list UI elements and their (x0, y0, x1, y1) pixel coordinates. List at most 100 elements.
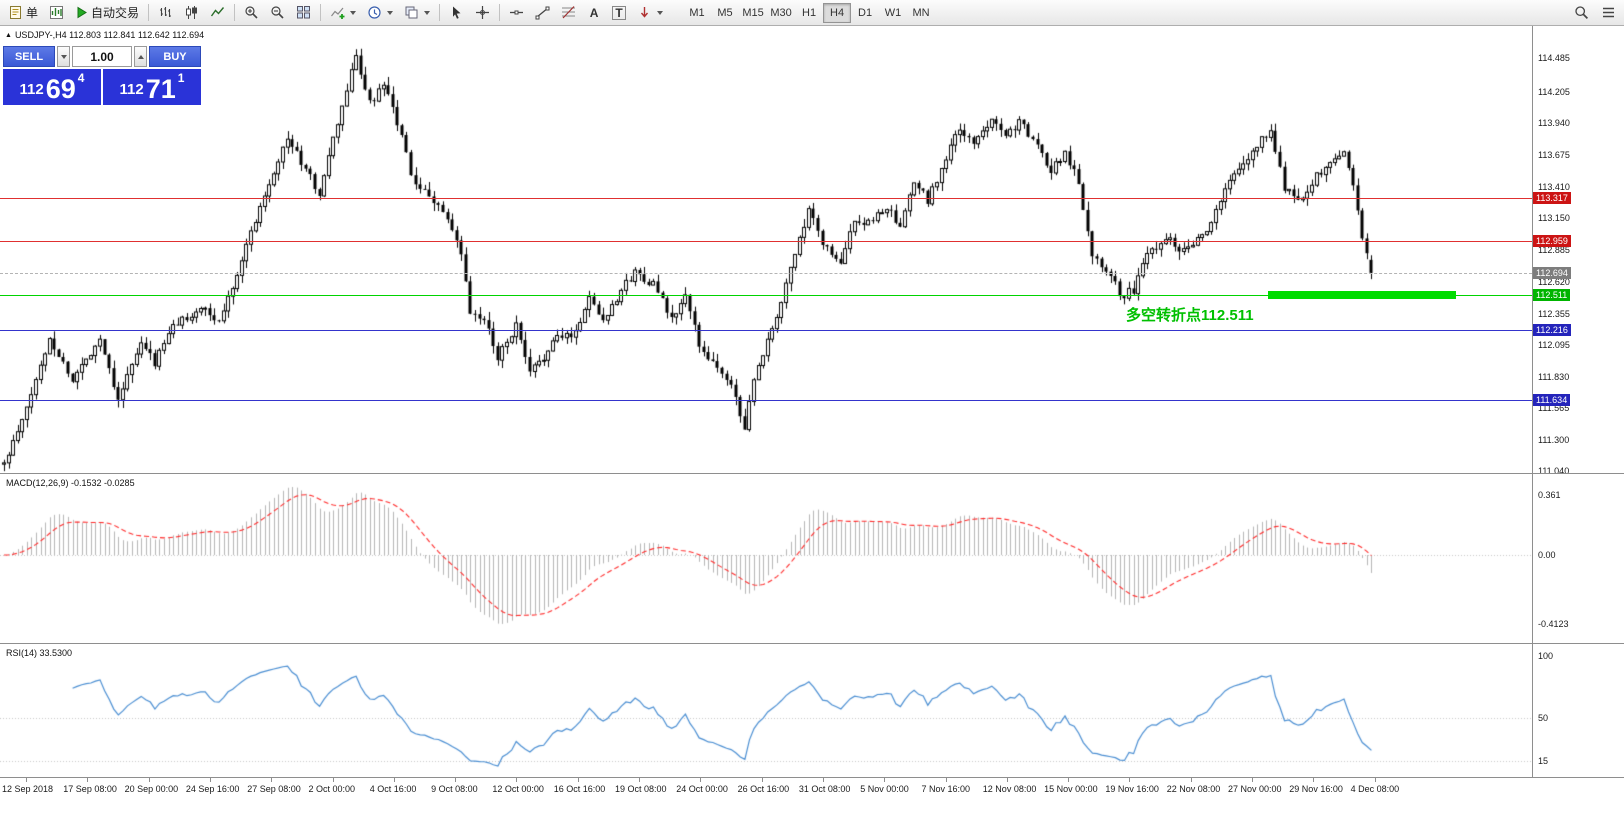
templates-button[interactable] (399, 2, 435, 24)
text-tool-button[interactable]: A (582, 2, 606, 24)
buy-price-main: 71 (145, 74, 176, 104)
buy-price-display[interactable]: 112 71 1 (103, 69, 201, 105)
trendline-tool-button[interactable] (530, 2, 555, 24)
macd-axis[interactable]: 0.361 0.00 -0.4123 (1532, 474, 1624, 644)
level-line-112.694[interactable] (0, 273, 1532, 274)
label-tool-icon: T (612, 5, 626, 20)
cursor-button[interactable] (444, 2, 469, 24)
time-axis-tick (516, 778, 518, 782)
indicators-icon (331, 7, 345, 19)
time-axis-tick (761, 778, 763, 782)
price-tag-112.216: 112.216 (1533, 324, 1571, 336)
price-chart-canvas[interactable] (0, 26, 1532, 474)
time-axis-tick (1129, 778, 1131, 782)
price-tag-112.511: 112.511 (1533, 289, 1571, 301)
price-tag-112.959: 112.959 (1533, 235, 1571, 247)
timeframe-toolbar: M1 M5 M15 M30 H1 H4 D1 W1 MN (683, 2, 935, 23)
hline-tool-icon (510, 10, 524, 15)
caret-down-icon (60, 54, 67, 59)
line-chart-button[interactable] (205, 2, 230, 24)
toolbar-right-group (1569, 2, 1621, 24)
new-order-button[interactable]: 单 (3, 2, 43, 24)
volume-dropdown-button[interactable] (57, 46, 70, 67)
time-axis-tick (577, 778, 579, 782)
label-tool-button[interactable]: T (607, 2, 631, 24)
collapse-triangle-icon: ▲ (5, 31, 12, 39)
pivot-highlight-segment[interactable] (1268, 291, 1456, 299)
price-axis-tick: 114.485 (1538, 53, 1570, 63)
rsi-canvas[interactable] (0, 644, 1532, 778)
indicators-button[interactable] (325, 2, 361, 24)
timeframe-m1-button[interactable]: M1 (683, 3, 711, 23)
time-axis-label: 12 Oct 00:00 (492, 784, 544, 794)
level-line-112.511[interactable] (0, 295, 1532, 296)
periods-button[interactable] (362, 2, 398, 24)
volume-input[interactable] (72, 46, 132, 67)
time-axis-tick (700, 778, 702, 782)
timeframe-mn-button[interactable]: MN (907, 3, 935, 23)
tile-windows-button[interactable] (291, 2, 316, 24)
timeframe-m30-button[interactable]: M30 (767, 3, 795, 23)
price-axis[interactable]: 113.317 112.959 112.694 112.511 112.216 111.6… (1532, 26, 1624, 476)
fibonacci-tool-icon (562, 6, 576, 19)
time-axis-tick (884, 778, 886, 782)
arrows-tool-icon (640, 7, 649, 18)
time-axis-label: 2 Oct 00:00 (308, 784, 356, 794)
time-axis-label: 29 Nov 16:00 (1289, 784, 1343, 794)
price-tag-111.634: 111.634 (1533, 394, 1571, 406)
level-line-111.634[interactable] (0, 400, 1532, 401)
timeframe-m15-button[interactable]: M15 (739, 3, 767, 23)
macd-canvas[interactable] (0, 474, 1532, 644)
time-axis-label: 20 Sep 00:00 (124, 784, 179, 794)
auto-trading-button[interactable]: 自动交易 (70, 2, 144, 24)
search-button[interactable] (1569, 2, 1594, 24)
level-line-112.959[interactable] (0, 241, 1532, 242)
level-line-113.317[interactable] (0, 198, 1532, 199)
time-axis-tick (455, 778, 457, 782)
price-axis-tick: 112.355 (1538, 309, 1570, 319)
arrows-tool-button[interactable] (632, 2, 668, 24)
rsi-axis[interactable]: 100 50 15 (1532, 644, 1624, 778)
hline-tool-button[interactable] (504, 2, 529, 24)
timeframe-h1-button[interactable]: H1 (795, 3, 823, 23)
zoom-out-button[interactable] (265, 2, 290, 24)
price-axis-tick: 111.830 (1538, 372, 1570, 382)
dropdown-caret-icon (424, 10, 431, 15)
time-axis-label: 12 Nov 08:00 (982, 784, 1037, 794)
timeframe-w1-button[interactable]: W1 (879, 3, 907, 23)
autotrading-play-icon (77, 6, 87, 19)
macd-panel[interactable]: MACD(12,26,9) -0.1532 -0.0285 (0, 474, 1532, 644)
price-chart-panel[interactable]: ▲ USDJPY-,H4 112.803 112.841 112.642 112… (0, 26, 1532, 474)
new-chart-button[interactable] (44, 2, 69, 24)
time-axis-tick (1006, 778, 1008, 782)
sell-price-display[interactable]: 112 69 4 (3, 69, 101, 105)
candlestick-chart-icon (186, 6, 198, 19)
time-axis[interactable]: 12 Sep 2018 17 Sep 08:00 20 Sep 00:00 24 Se… (0, 778, 1624, 822)
crosshair-button[interactable] (470, 2, 495, 24)
bar-chart-button[interactable] (153, 2, 178, 24)
time-axis-tick (87, 778, 89, 782)
buy-button[interactable]: BUY (149, 46, 201, 67)
fibonacci-tool-button[interactable] (556, 2, 581, 24)
chart-title-text: USDJPY-,H4 112.803 112.841 112.642 112.6… (14, 30, 205, 40)
rsi-panel[interactable]: RSI(14) 33.5300 (0, 644, 1532, 778)
timeframe-d1-button[interactable]: D1 (851, 3, 879, 23)
timeframe-h4-button[interactable]: H4 (823, 2, 852, 23)
sell-button[interactable]: SELL (3, 46, 55, 67)
pivot-annotation-text[interactable]: 多空转折点112.511 (1126, 307, 1254, 324)
zoom-in-button[interactable] (239, 2, 264, 24)
timeframe-m5-button[interactable]: M5 (711, 3, 739, 23)
candlestick-chart-button[interactable] (179, 2, 204, 24)
auto-trading-label: 自动交易 (91, 6, 140, 20)
panel-divider[interactable] (0, 473, 1624, 474)
volume-stepper-button[interactable] (134, 46, 147, 67)
sell-price-main: 69 (45, 74, 76, 104)
time-axis-label: 24 Sep 16:00 (185, 784, 240, 794)
time-axis-tick (822, 778, 824, 782)
level-line-112.216[interactable] (0, 330, 1532, 331)
time-axis-label: 15 Nov 00:00 (1044, 784, 1098, 794)
window-list-button[interactable] (1596, 2, 1621, 24)
panel-divider[interactable] (0, 777, 1624, 778)
time-axis-tick (1252, 778, 1253, 782)
panel-divider[interactable] (0, 643, 1624, 644)
